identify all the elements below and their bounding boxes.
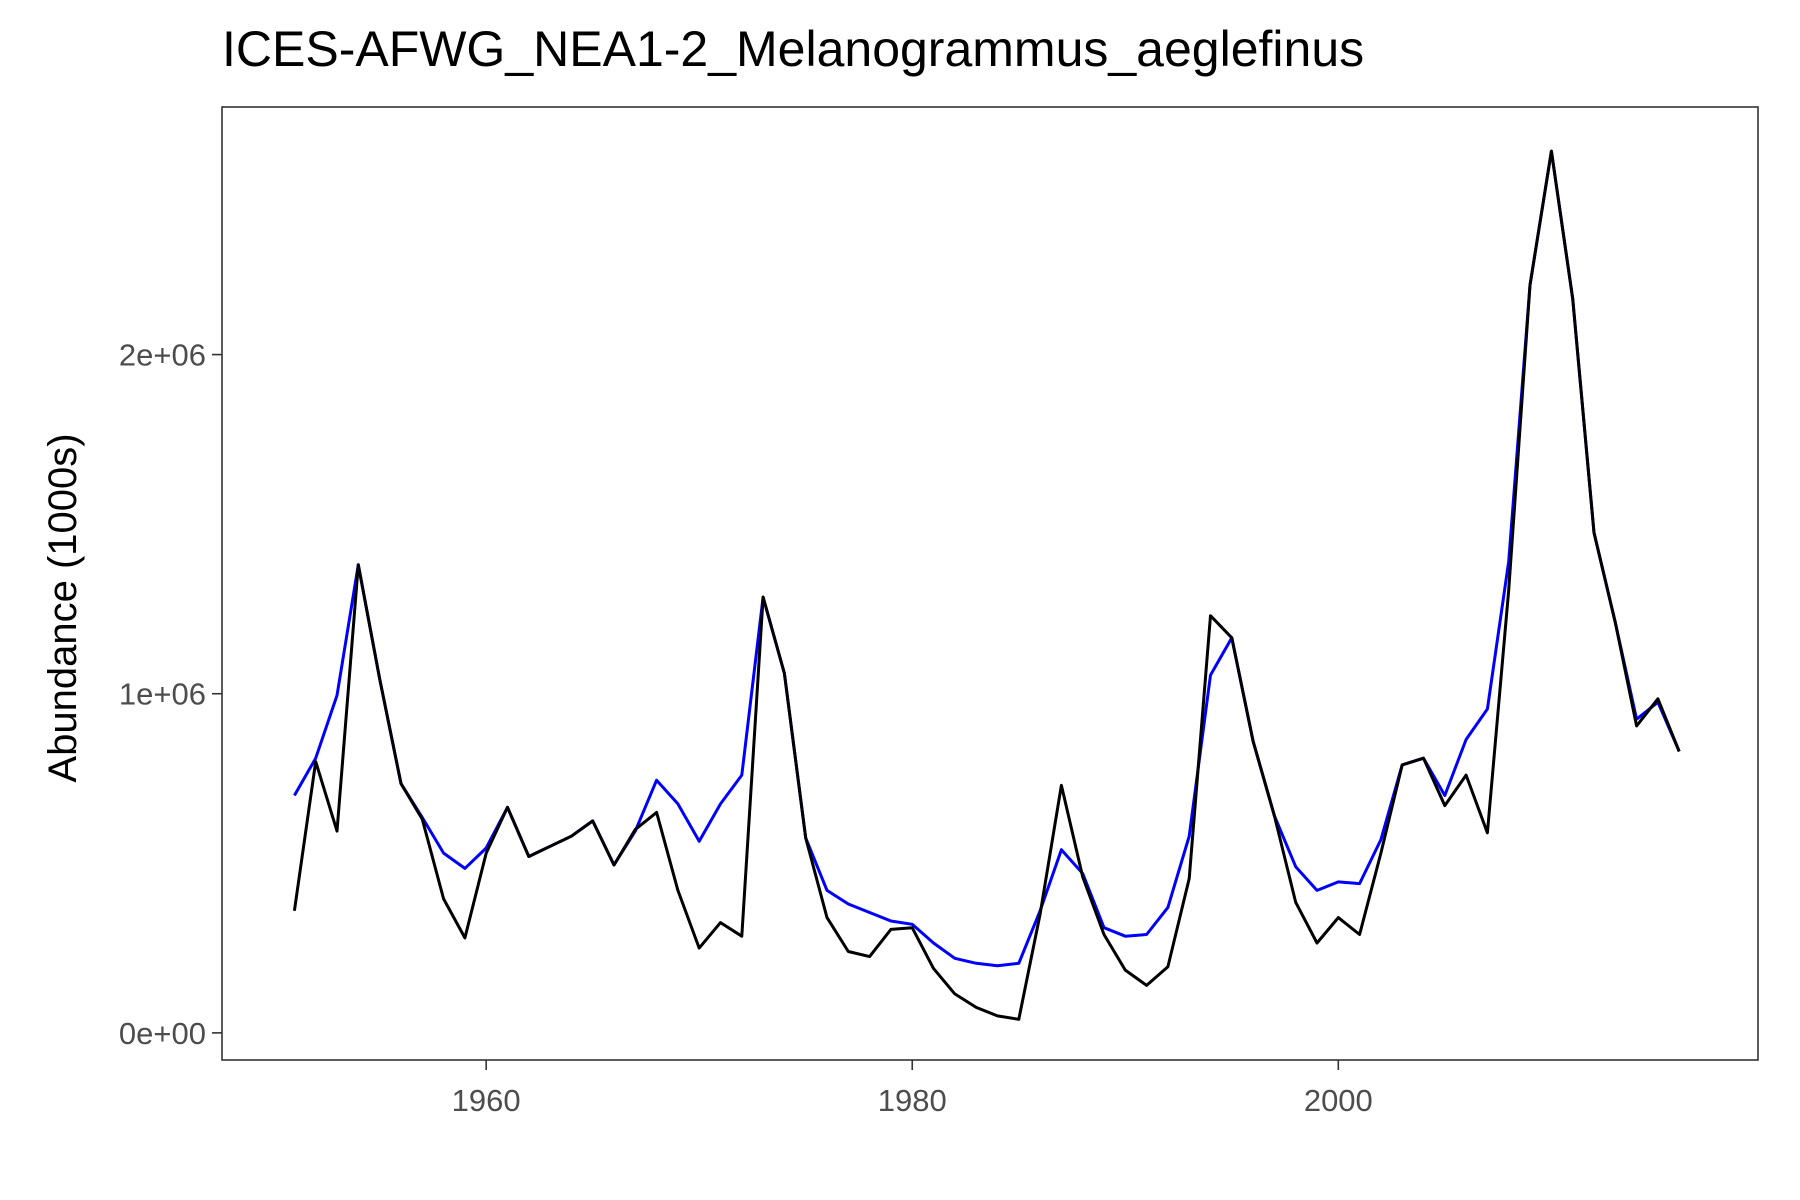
y-tick-label: 2e+06 — [119, 338, 206, 373]
series-layer — [292, 149, 1681, 1021]
y-axis: 0e+00 1e+06 2e+06 — [119, 338, 222, 1051]
x-axis: 1960 1980 2000 — [452, 1060, 1373, 1118]
plot-panel — [221, 106, 1759, 1061]
x-tick-label: 2000 — [1304, 1083, 1373, 1118]
x-tick-label: 1980 — [878, 1083, 947, 1118]
chart-title: ICES-AFWG_NEA1-2_Melanogrammus_aeglefinu… — [222, 21, 1364, 77]
series-line-2 — [292, 149, 1681, 1021]
x-tick-label: 1960 — [452, 1083, 521, 1118]
y-tick-label: 0e+00 — [119, 1016, 206, 1051]
y-tick-label: 1e+06 — [119, 677, 206, 712]
y-axis-label: Abundance (1000s) — [41, 433, 85, 782]
